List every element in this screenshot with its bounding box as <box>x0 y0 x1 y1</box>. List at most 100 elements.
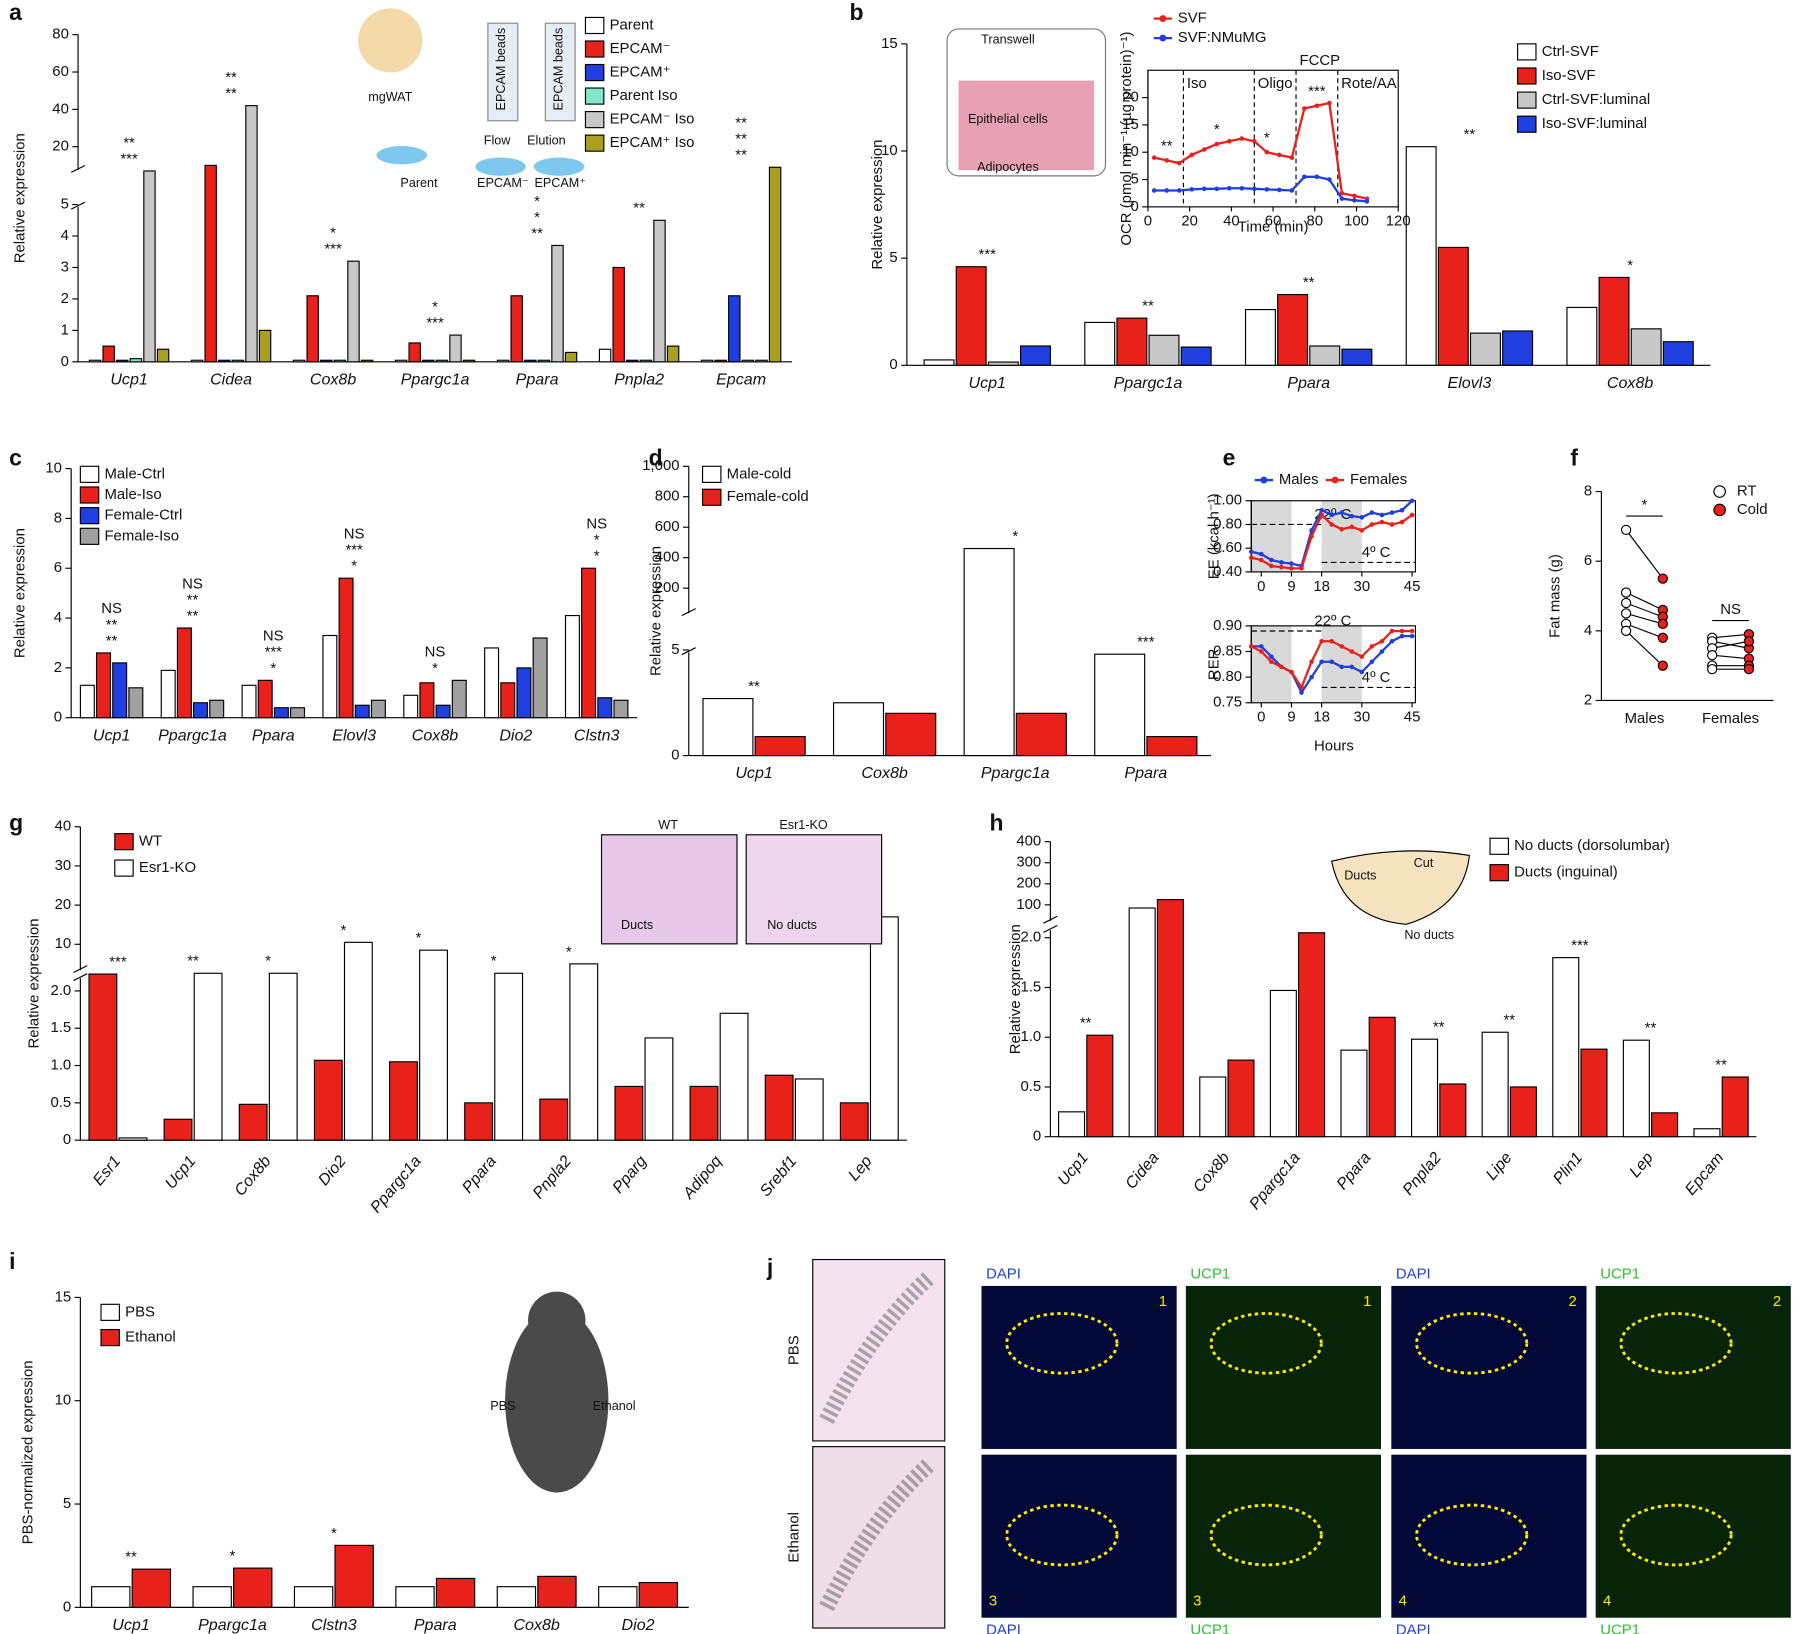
bar <box>638 1582 679 1608</box>
bar <box>347 260 360 363</box>
bar <box>496 1586 537 1608</box>
panel-letter: g <box>9 810 23 836</box>
legend-label: Females <box>1350 471 1407 488</box>
bar <box>700 359 714 363</box>
bar <box>754 736 806 757</box>
panel-letter: f <box>1570 444 1578 470</box>
y-tick-label: 20 <box>55 896 72 913</box>
duct-outline <box>819 1457 936 1611</box>
x-tick-label: Lipe <box>1482 1149 1515 1184</box>
schematic-label: EPCAM beads <box>494 28 508 111</box>
bar <box>614 1085 644 1141</box>
x-tick-label: 30 <box>1354 709 1371 726</box>
bar <box>923 359 955 366</box>
significance: *** <box>426 315 444 332</box>
y-tick-label: 15 <box>1122 116 1139 133</box>
bar <box>537 1575 577 1608</box>
fluorescence-image <box>981 1285 1177 1449</box>
x-tick-label: Pnpla2 <box>614 370 664 388</box>
legend-swatch <box>1517 43 1537 61</box>
legend-label: Iso-SVF <box>1542 67 1596 84</box>
y-tick-label: 2.0 <box>50 982 71 999</box>
bar <box>131 1568 172 1608</box>
bar <box>435 359 449 363</box>
legend-label: Male-cold <box>727 465 792 482</box>
duct-outline <box>1005 1503 1119 1567</box>
y-tick-label: 6 <box>1584 552 1592 569</box>
bar <box>160 669 176 719</box>
field-number: 3 <box>989 1593 997 1610</box>
schematic-label: EPCAM⁻ <box>477 176 529 190</box>
field-number: 4 <box>1603 1593 1611 1610</box>
point <box>1657 632 1668 643</box>
significance: ** <box>1080 1015 1092 1032</box>
bar <box>839 1102 869 1141</box>
bar <box>714 359 727 363</box>
dark-period <box>1321 625 1362 703</box>
y-tick-label: 10 <box>45 460 62 477</box>
legend-swatch <box>1489 864 1509 882</box>
x-tick-label: 80 <box>1306 213 1323 230</box>
field-number: 3 <box>1193 1593 1201 1610</box>
channel-label: DAPI <box>986 1621 1021 1634</box>
x-tick-label: Esr1 <box>89 1152 124 1189</box>
x-tick-label: Ppargc1a <box>158 726 227 744</box>
bar <box>449 334 462 363</box>
legend-label: Female-Ctrl <box>104 507 182 524</box>
legend-label: SVF <box>1178 10 1207 27</box>
bar <box>306 295 319 363</box>
panel-letter: a <box>9 0 22 25</box>
bar <box>537 359 551 363</box>
duct-outline <box>1619 1312 1733 1375</box>
bar <box>1094 653 1146 757</box>
schematic-shape <box>600 834 738 945</box>
x-tick-label: Ppargc1a <box>1246 1149 1304 1213</box>
y-tick-label: 1.00 <box>1213 492 1242 509</box>
legend-label: EPCAM⁻ <box>610 40 671 57</box>
y-axis-label: OCR (pmol min⁻¹ (µg protein)⁻¹) <box>1118 32 1135 246</box>
fluorescence-image <box>1595 1454 1791 1618</box>
bar <box>1502 330 1534 366</box>
panel-letter: i <box>9 1248 15 1274</box>
x-tick-label: Cox8b <box>861 764 907 782</box>
bar <box>241 684 257 719</box>
x-tick-label: 30 <box>1354 578 1371 595</box>
legend-swatch <box>584 87 605 105</box>
bar <box>88 973 118 1141</box>
bar <box>1405 146 1437 366</box>
y-tick-label: 0 <box>1130 198 1138 215</box>
bar <box>564 351 578 363</box>
y-tick-label: 0.80 <box>1213 515 1242 532</box>
legend-label: Cold <box>1737 501 1768 518</box>
bar <box>613 699 629 719</box>
y-tick-label: 0.75 <box>1213 694 1242 711</box>
y-tick-label: 0 <box>54 709 62 726</box>
legend-label: EPCAM⁻ Iso <box>610 111 695 128</box>
point <box>1620 524 1632 536</box>
legend-swatch <box>100 1303 120 1321</box>
bar <box>1180 346 1212 366</box>
x-tick-label: Pparg <box>609 1152 650 1196</box>
y-tick-label: 30 <box>55 857 72 874</box>
legend-swatch <box>1489 837 1509 855</box>
y-tick-label: 5 <box>63 1495 71 1512</box>
bar <box>343 941 373 1141</box>
point <box>1620 608 1632 619</box>
field-number: 2 <box>1569 1293 1577 1310</box>
bar <box>1693 1128 1721 1138</box>
bar <box>702 697 754 757</box>
schematic-shape <box>475 157 526 176</box>
y-tick-label: 800 <box>655 488 680 505</box>
schematic-label: Adipocytes <box>977 160 1039 174</box>
bar <box>403 694 419 719</box>
legend-label: Ducts (inguinal) <box>1514 864 1618 881</box>
pair-line <box>1712 633 1749 639</box>
x-tick-label: 120 <box>1386 213 1411 230</box>
bar <box>143 170 156 363</box>
x-axis-label: Time (min) <box>1238 218 1309 235</box>
series-line <box>1251 513 1413 570</box>
x-tick-label: Cox8b <box>231 1152 275 1199</box>
bar <box>755 359 768 363</box>
series-line <box>1251 634 1413 695</box>
